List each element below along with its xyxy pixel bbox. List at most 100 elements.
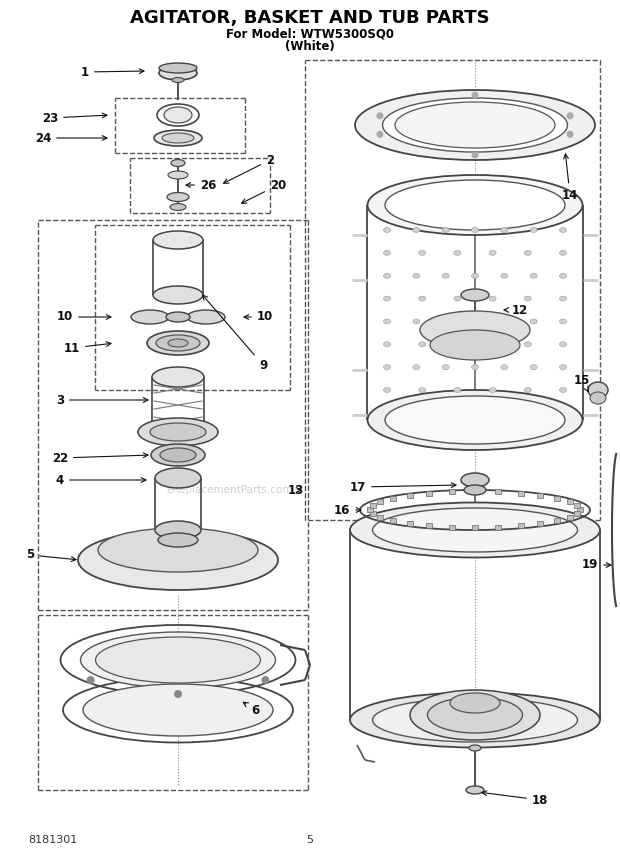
Bar: [518, 490, 523, 496]
Ellipse shape: [368, 390, 583, 450]
Ellipse shape: [373, 698, 577, 742]
Text: 18: 18: [482, 791, 548, 806]
Ellipse shape: [384, 228, 391, 233]
Bar: [495, 525, 502, 530]
Ellipse shape: [418, 250, 426, 255]
Ellipse shape: [466, 786, 484, 794]
Ellipse shape: [131, 310, 169, 324]
Text: AGITATOR, BASKET AND TUB PARTS: AGITATOR, BASKET AND TUB PARTS: [130, 9, 490, 27]
Text: 12: 12: [504, 304, 528, 317]
Ellipse shape: [162, 133, 194, 143]
Ellipse shape: [559, 319, 567, 324]
Bar: [518, 523, 523, 528]
Ellipse shape: [155, 521, 201, 539]
Ellipse shape: [559, 296, 567, 301]
Ellipse shape: [442, 319, 449, 324]
Circle shape: [567, 112, 574, 119]
Ellipse shape: [383, 98, 567, 152]
Bar: [390, 496, 396, 501]
Ellipse shape: [461, 473, 489, 487]
Bar: [378, 514, 383, 520]
Text: 19: 19: [582, 558, 611, 572]
Ellipse shape: [501, 365, 508, 370]
Circle shape: [262, 676, 269, 684]
Text: (White): (White): [285, 39, 335, 52]
Text: 5: 5: [306, 835, 314, 845]
Ellipse shape: [489, 342, 496, 347]
Ellipse shape: [442, 365, 449, 370]
Bar: [574, 511, 580, 516]
Bar: [567, 499, 573, 504]
Bar: [554, 518, 560, 523]
Circle shape: [376, 112, 383, 119]
Text: 17: 17: [350, 480, 456, 494]
Ellipse shape: [430, 330, 520, 360]
Ellipse shape: [159, 66, 197, 80]
Ellipse shape: [454, 342, 461, 347]
Ellipse shape: [153, 231, 203, 249]
Bar: [370, 511, 376, 516]
Text: eReplacementParts.com: eReplacementParts.com: [167, 485, 293, 495]
Ellipse shape: [384, 250, 391, 255]
Ellipse shape: [559, 250, 567, 255]
Text: 6: 6: [243, 702, 259, 716]
Ellipse shape: [413, 228, 420, 233]
Ellipse shape: [154, 130, 202, 146]
Ellipse shape: [471, 228, 479, 233]
Text: 13: 13: [288, 484, 304, 496]
Text: 10: 10: [57, 311, 111, 324]
Bar: [574, 503, 580, 508]
Ellipse shape: [385, 396, 565, 444]
Ellipse shape: [166, 312, 190, 322]
Ellipse shape: [384, 388, 391, 393]
Text: 1: 1: [81, 66, 144, 79]
Ellipse shape: [454, 296, 461, 301]
Ellipse shape: [158, 533, 198, 547]
Ellipse shape: [171, 159, 185, 167]
Ellipse shape: [420, 311, 530, 349]
Ellipse shape: [469, 745, 481, 751]
Text: 5: 5: [26, 549, 76, 562]
Ellipse shape: [525, 342, 531, 347]
Bar: [449, 490, 454, 495]
Circle shape: [87, 676, 95, 684]
Ellipse shape: [489, 296, 496, 301]
Ellipse shape: [81, 632, 275, 688]
Ellipse shape: [413, 273, 420, 278]
Circle shape: [567, 131, 574, 138]
Bar: [390, 518, 396, 523]
Circle shape: [174, 690, 182, 698]
Bar: [554, 496, 560, 501]
Ellipse shape: [373, 508, 577, 552]
Ellipse shape: [168, 171, 188, 179]
Ellipse shape: [83, 684, 273, 736]
Bar: [472, 525, 478, 530]
Ellipse shape: [489, 388, 496, 393]
Ellipse shape: [147, 331, 209, 355]
Ellipse shape: [530, 273, 537, 278]
Ellipse shape: [151, 444, 205, 466]
Text: 3: 3: [56, 394, 148, 407]
Ellipse shape: [395, 102, 555, 148]
Ellipse shape: [559, 342, 567, 347]
Ellipse shape: [471, 273, 479, 278]
Text: 4: 4: [56, 473, 146, 486]
Ellipse shape: [442, 228, 449, 233]
Ellipse shape: [442, 273, 449, 278]
Ellipse shape: [350, 502, 600, 557]
Ellipse shape: [78, 530, 278, 590]
Ellipse shape: [464, 485, 486, 495]
Ellipse shape: [428, 697, 523, 733]
Bar: [495, 490, 502, 495]
Ellipse shape: [559, 365, 567, 370]
Ellipse shape: [98, 528, 258, 572]
Ellipse shape: [155, 468, 201, 488]
Ellipse shape: [489, 250, 496, 255]
Ellipse shape: [159, 63, 197, 73]
Text: 22: 22: [52, 451, 148, 465]
Bar: [449, 525, 454, 530]
Ellipse shape: [471, 365, 479, 370]
Ellipse shape: [525, 250, 531, 255]
Text: 16: 16: [334, 503, 361, 516]
Ellipse shape: [525, 296, 531, 301]
